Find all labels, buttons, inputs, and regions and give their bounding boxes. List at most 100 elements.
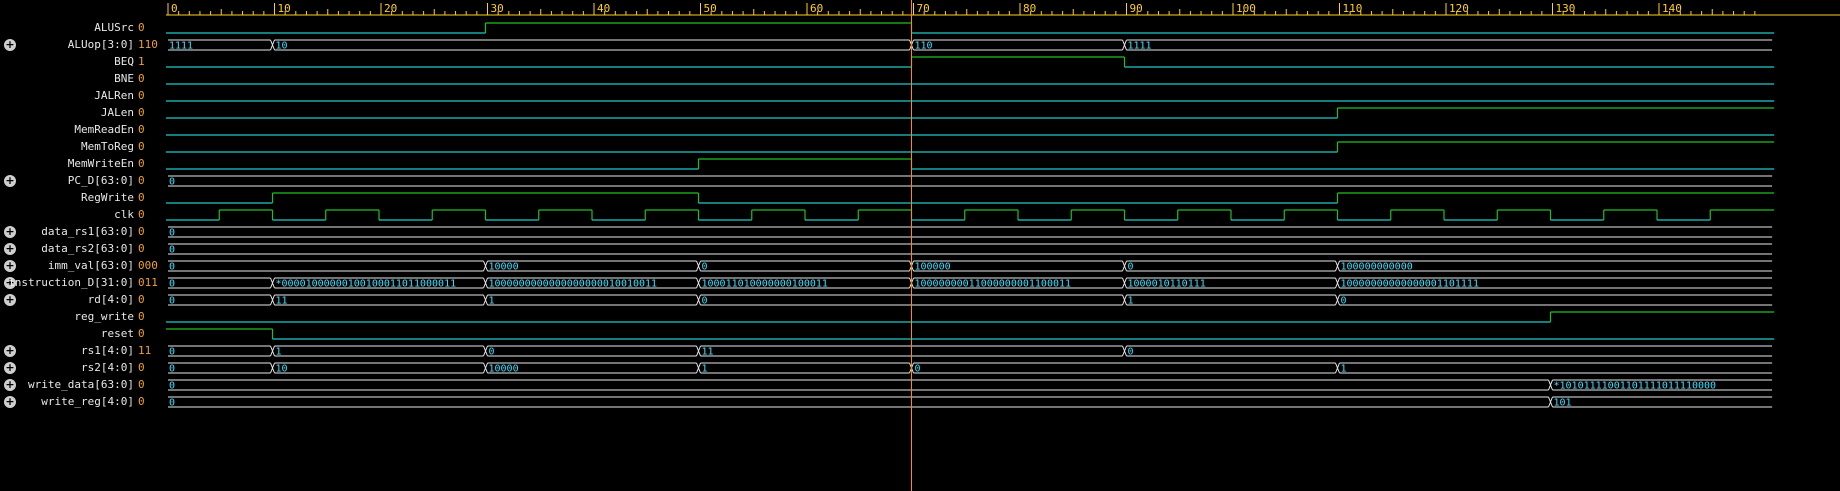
bus-segment [1335,260,1773,272]
bus-segment [168,39,271,51]
expand-plus-icon[interactable]: + [4,225,16,238]
signal-name: write_reg[4:0] [41,395,134,408]
bus-segment [270,277,484,289]
signal-row[interactable]: + write_data[63:0] 0 [0,375,166,395]
expand-plus-icon[interactable]: + [4,395,16,408]
waveform-pane[interactable]: 0 10 20 30 40 50 60 70 80 90 100 110 120 130 140 1111 10… [166,0,1840,491]
signal-row[interactable]: reset 0 [0,324,166,344]
bus-value-label: 10000000011000000001100011 [915,279,1072,290]
signal-name: ALUSrc [94,21,134,34]
signal-value: 0 [138,72,145,85]
signal-row[interactable]: + rs2[4:0] 0 [0,358,166,378]
bus-value-label: 1 [1128,296,1134,307]
signal-row[interactable]: MemWriteEn 0 [0,154,166,174]
signal-name: JALRen [94,89,134,102]
bus-segment [168,294,271,306]
signal-value: 0 [138,310,145,323]
bus-segment [1122,277,1336,289]
ruler-tick-label: 80 [1023,2,1036,15]
bus-value-label: 100000 [915,262,951,273]
expand-plus-icon[interactable]: + [4,259,16,272]
signal-row[interactable]: RegWrite 0 [0,188,166,208]
bus-segment [1335,277,1773,289]
expand-plus-icon[interactable]: + [4,293,16,306]
signal-row[interactable]: clk 0 [0,205,166,225]
bus-segment [168,277,271,289]
bus-segment [168,175,1773,187]
bus-segment [1548,396,1773,408]
signal-row[interactable]: MemToReg 0 [0,137,166,157]
signal-value: 000 [138,259,158,272]
bus-value-label: 1 [276,347,282,358]
signal-row[interactable]: + rd[4:0] 0 [0,290,166,310]
bus-segment [168,379,1549,391]
signal-name-pane: ALUSrc 0 + ALUop[3:0] 110 BEQ 1 BNE 0 JALRen 0 JALe… [0,0,166,491]
signal-row[interactable]: + PC_D[63:0] 0 [0,171,166,191]
expand-plus-icon[interactable]: + [4,378,16,391]
bus-segment [696,362,910,374]
bus-value-label: 11 [702,347,714,358]
expand-plus-icon[interactable]: + [4,174,16,187]
signal-value: 0 [138,140,145,153]
signal-row[interactable]: reg_write 0 [0,307,166,327]
bus-value-label: 11 [276,296,288,307]
bus-value-label: 100000000000 [1341,262,1413,273]
signal-row[interactable]: + instruction_D[31:0] 011 [0,273,166,293]
signal-row[interactable]: + write_reg[4:0] 0 [0,392,166,412]
bus-value-label: 1 [1341,364,1347,375]
bus-value-label: 0 [489,347,495,358]
signal-row[interactable]: JALRen 0 [0,86,166,106]
bus-segment [696,294,1123,306]
signal-row[interactable]: + data_rs1[63:0] 0 [0,222,166,242]
signal-name: JALen [100,106,134,119]
signal-name: clk [114,208,134,221]
signal-row[interactable]: BEQ 1 [0,52,166,72]
signal-value: 0 [138,361,145,374]
signal-value: 110 [138,38,158,51]
ruler-tick-label: 50 [704,2,717,15]
signal-name: BNE [114,72,134,85]
bus-segment [483,294,697,306]
signal-row[interactable]: + rs1[4:0] 11 [0,341,166,361]
bus-value-label: 0 [702,296,708,307]
signal-value: 0 [138,174,145,187]
signal-name: ALUop[3:0] [67,38,134,51]
expand-plus-icon[interactable]: + [4,38,16,51]
bus-segment [270,39,910,51]
bus-value-label: 0 [1128,262,1134,273]
signal-value: 0 [138,225,145,238]
bus-value-label: 10000 [489,262,519,273]
signal-row[interactable]: ALUSrc 0 [0,18,166,38]
signal-value: 0 [138,123,145,136]
bus-value-label: 101 [1554,398,1572,409]
signal-name: instruction_D[31:0] [8,276,134,289]
signal-name: MemToReg [81,140,134,153]
bus-value-label: 0 [915,364,921,375]
expand-plus-icon[interactable]: + [4,344,16,357]
ruler-tick-label: 140 [1662,2,1682,15]
bus-value-label: 0 [1341,296,1347,307]
timescale-ruler [166,0,1840,16]
bus-value-label: 1000010110111 [1128,279,1206,290]
bus-segment [1335,362,1773,374]
bus-value-label: 0 [702,262,708,273]
bus-segment [483,260,697,272]
signal-value: 0 [138,191,145,204]
signal-value: 0 [138,378,145,391]
bus-value-label: 0 [169,398,175,409]
signal-row[interactable]: + ALUop[3:0] 110 [0,35,166,55]
signal-row[interactable]: + data_rs2[63:0] 0 [0,239,166,259]
bus-value-label: 1000000000000000000010010011 [489,279,658,290]
signal-name: MemReadEn [74,123,134,136]
signal-row[interactable]: BNE 0 [0,69,166,89]
expand-plus-icon[interactable]: + [4,361,16,374]
signal-row[interactable]: + imm_val[63:0] 000 [0,256,166,276]
signal-row[interactable]: MemReadEn 0 [0,120,166,140]
signal-name: data_rs2[63:0] [41,242,134,255]
signal-row[interactable]: JALen 0 [0,103,166,123]
expand-plus-icon[interactable]: + [4,276,16,289]
bus-value-label: 0 [169,347,175,358]
expand-plus-icon[interactable]: + [4,242,16,255]
bus-value-label: 10000000000000001101111 [1341,279,1479,290]
